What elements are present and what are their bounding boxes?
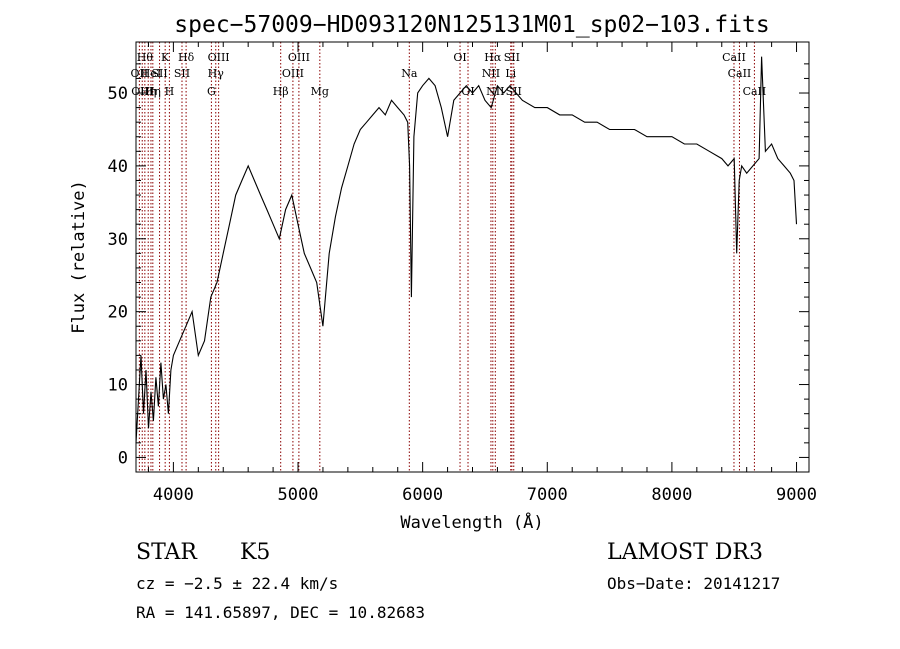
- marker-label-2: Hθ: [137, 51, 154, 64]
- marker-label-13: OIII: [208, 51, 230, 64]
- y-tick-label-50: 50: [108, 84, 128, 104]
- y-axis-label: Flux (relative): [69, 180, 89, 334]
- obs-date: Obs−Date: 20141217: [607, 574, 781, 593]
- data-release: LAMOST DR3: [607, 540, 763, 565]
- marker-label-22: Hα: [484, 51, 502, 64]
- y-tick-label-10: 10: [108, 376, 128, 396]
- marker-label-5: Hη: [145, 85, 161, 98]
- y-axis: 0 10 20 30 40 50: [108, 63, 809, 468]
- marker-label-16: OIII: [288, 51, 310, 64]
- marker-label-17: Mg: [311, 85, 329, 98]
- x-tick-label-4000: 4000: [153, 485, 194, 505]
- object-subclass: K5: [240, 540, 271, 565]
- marker-label-0: OII: [131, 67, 149, 80]
- marker-label-18: Na: [401, 67, 418, 80]
- x-tick-label-7000: 7000: [527, 485, 568, 505]
- marker-label-28: CaII: [728, 67, 752, 80]
- plot-frame: [135, 41, 810, 473]
- marker-label-27: CaII: [722, 51, 746, 64]
- y-tick-label-30: 30: [108, 230, 128, 250]
- emission-line-markers: [138, 42, 755, 472]
- marker-label-7: K: [161, 51, 170, 64]
- marker-label-3: Hη: [140, 85, 156, 98]
- marker-label-11: G: [207, 85, 216, 98]
- marker-label-15: OIII: [282, 67, 304, 80]
- y-tick-label-40: 40: [108, 157, 128, 177]
- redshift-text: cz = −2.5 ± 22.4 km/s: [136, 574, 339, 593]
- marker-label-10: Hδ: [178, 51, 195, 64]
- marker-label-8: H: [165, 85, 175, 98]
- marker-label-1: OIII: [131, 85, 153, 98]
- chart-title: spec−57009−HD093120N125131M01_sp02−103.f…: [174, 12, 769, 38]
- x-tick-label-5000: 5000: [278, 485, 319, 505]
- marker-label-21: NII: [482, 67, 500, 80]
- marker-label-12: Hγ: [208, 67, 225, 80]
- x-tick-label-8000: 8000: [651, 485, 692, 505]
- coordinates: RA = 141.65897, DEC = 10.82683: [136, 603, 425, 622]
- marker-label-19: OI: [453, 51, 466, 64]
- emission-line-labels: OII OIII Hθ Hη HeI Hη SII K H SII Hδ G Hγ OIII Hβ OIII O…: [131, 51, 767, 98]
- x-tick-label-6000: 6000: [402, 485, 443, 505]
- x-axis: 4000 5000 6000 7000 8000 9000: [147, 42, 817, 505]
- marker-label-24: Li: [505, 67, 516, 80]
- x-tick-label-9000: 9000: [776, 485, 817, 505]
- x-axis-label: Wavelength (Å): [400, 511, 543, 533]
- marker-label-9: SII: [174, 67, 190, 80]
- marker-label-14: Hβ: [273, 85, 289, 98]
- y-tick-label-0: 0: [118, 448, 128, 468]
- marker-label-4: HeI: [141, 67, 161, 80]
- y-tick-label-20: 20: [108, 303, 128, 323]
- marker-label-25: SII: [504, 51, 520, 64]
- object-class: STAR: [136, 540, 197, 565]
- spectrum-line: [135, 56, 798, 443]
- marker-label-6: SII: [151, 67, 167, 80]
